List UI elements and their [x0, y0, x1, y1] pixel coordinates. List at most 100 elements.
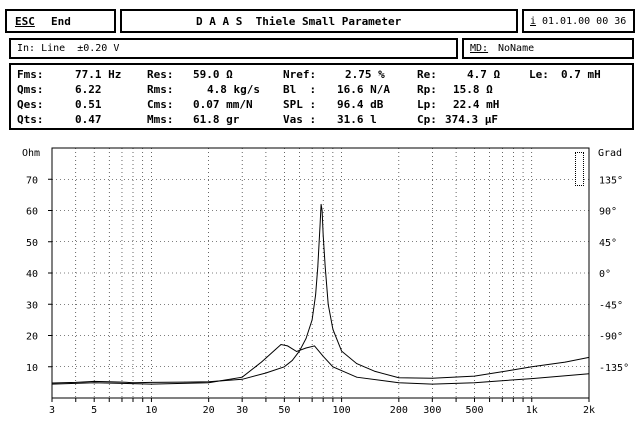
x-tick-label: 10 — [145, 405, 157, 416]
param-label-rms: Rms: — [147, 83, 174, 96]
phase-point — [474, 382, 475, 384]
impedance-point — [283, 366, 285, 368]
y-tick-label: 70 — [26, 175, 38, 186]
param-value-lp: 22.4 mH — [453, 98, 500, 111]
impedance-point — [241, 378, 243, 380]
impedance-point — [132, 382, 134, 384]
impedance-point — [121, 381, 123, 383]
param-label-cms: Cms: — [147, 98, 174, 111]
impedance-point — [151, 381, 152, 383]
phase-point — [241, 376, 243, 378]
param-value-rms: 4.8 kg/s — [207, 83, 260, 96]
param-value-nref: 2.75 % — [345, 68, 385, 81]
phase-point — [208, 382, 210, 384]
impedance-point — [531, 366, 533, 368]
phase-point — [356, 376, 358, 378]
impedance-point — [184, 381, 186, 383]
y-axis-label-left: Ohm — [22, 148, 40, 159]
x-tick-label: 3 — [49, 405, 55, 416]
param-label-vas: Vas : — [283, 113, 317, 126]
impedance-point — [319, 225, 321, 227]
md-value: NoName — [498, 43, 535, 54]
param-label-qms: Qms: — [17, 83, 44, 96]
x-tick-label: 100 — [333, 405, 351, 416]
param-value-cms: 0.07 mm/N — [193, 98, 253, 111]
param-label-lp: Lp: — [417, 98, 437, 111]
impedance-point — [265, 372, 267, 374]
y-right-tick-label: 90° — [599, 207, 617, 218]
impedance-point — [108, 381, 110, 383]
x-tick-label: 30 — [236, 405, 248, 416]
param-label-fms: Fms: — [17, 68, 44, 81]
param-value-qms: 6.22 — [75, 83, 102, 96]
page-title: D A A S Thiele Small Parameter — [196, 15, 402, 28]
impedance-point — [512, 369, 514, 371]
impedance-point — [208, 381, 210, 383]
impedance-point — [75, 381, 77, 383]
param-value-re: 4.7 Ω — [467, 68, 501, 81]
x-tick-label: 2k — [583, 405, 595, 416]
param-value-vas: 31.6 l — [337, 113, 377, 126]
impedance-point — [356, 363, 358, 365]
param-label-spl: SPL : — [283, 98, 317, 111]
input-bar[interactable]: In: Line ±0.20 V — [9, 38, 458, 59]
impedance-point — [341, 350, 342, 352]
param-value-mms: 61.8 gr — [193, 113, 240, 126]
scroll-handle[interactable] — [575, 152, 584, 186]
phase-point — [314, 345, 315, 347]
info-key: i — [530, 16, 537, 27]
phase-point — [332, 366, 334, 368]
plot-frame — [51, 147, 590, 399]
phase-point — [151, 383, 152, 385]
y-right-tick-label: -90° — [599, 332, 623, 343]
param-label-bl: Bl : — [283, 83, 317, 96]
parameter-panel: Fms: 77.1 Hz Qms: 6.22 Qes: 0.51 Qts: 0.… — [9, 63, 634, 130]
impedance-point — [474, 375, 475, 377]
param-value-rp: 15.8 Ω — [453, 83, 493, 96]
phase-point — [588, 373, 590, 375]
param-label-re: Re: — [417, 68, 437, 81]
phase-point — [531, 378, 533, 379]
phase-point — [296, 351, 298, 352]
y-right-tick-label: 135° — [599, 175, 623, 186]
param-value-fms: 77.1 Hz — [75, 68, 122, 81]
phase-point — [280, 344, 282, 345]
impedance-curve — [51, 204, 590, 384]
y-right-tick-label: -135° — [599, 363, 629, 374]
x-tick-label: 5 — [91, 405, 97, 416]
impedance-point — [398, 377, 400, 379]
x-tick-label: 1k — [526, 405, 538, 416]
impedance-point — [322, 235, 324, 236]
input-setting: In: Line ±0.20 V — [17, 43, 120, 54]
y-tick-label: 40 — [26, 269, 38, 280]
param-label-rp: Rp: — [417, 83, 437, 96]
phase-point — [275, 348, 277, 350]
phase-point — [93, 382, 95, 384]
param-label-res: Res: — [147, 68, 174, 81]
impedance-point — [327, 303, 329, 305]
phase-point — [398, 382, 400, 384]
impedance-point — [321, 210, 323, 211]
x-tick-label: 20 — [203, 405, 215, 416]
phase-point — [322, 355, 324, 357]
y-tick-label: 60 — [26, 207, 38, 218]
param-value-le: 0.7 mH — [561, 68, 601, 81]
info-button[interactable]: i 01.01.00 00 36 — [522, 9, 635, 33]
esc-button[interactable]: ESC End — [5, 9, 116, 33]
param-value-cp: 374.3 µF — [445, 113, 498, 126]
y-right-tick-label: 0° — [599, 269, 611, 280]
x-tick-label: 200 — [390, 405, 408, 416]
impedance-point — [315, 294, 317, 296]
impedance-point — [431, 377, 433, 379]
param-label-qes: Qes: — [17, 98, 44, 111]
param-label-nref: Nref: — [283, 68, 317, 81]
impedance-point — [564, 361, 566, 363]
phase-point — [51, 383, 53, 385]
param-value-spl: 96.4 dB — [337, 98, 384, 111]
param-value-qts: 0.47 — [75, 113, 102, 126]
x-tick-label: 500 — [465, 405, 483, 416]
param-label-le: Le: — [529, 68, 549, 81]
esc-key: ESC — [15, 15, 35, 28]
param-value-bl: 16.6 N/A — [337, 83, 390, 96]
md-field[interactable]: MD: NoName — [462, 38, 634, 59]
